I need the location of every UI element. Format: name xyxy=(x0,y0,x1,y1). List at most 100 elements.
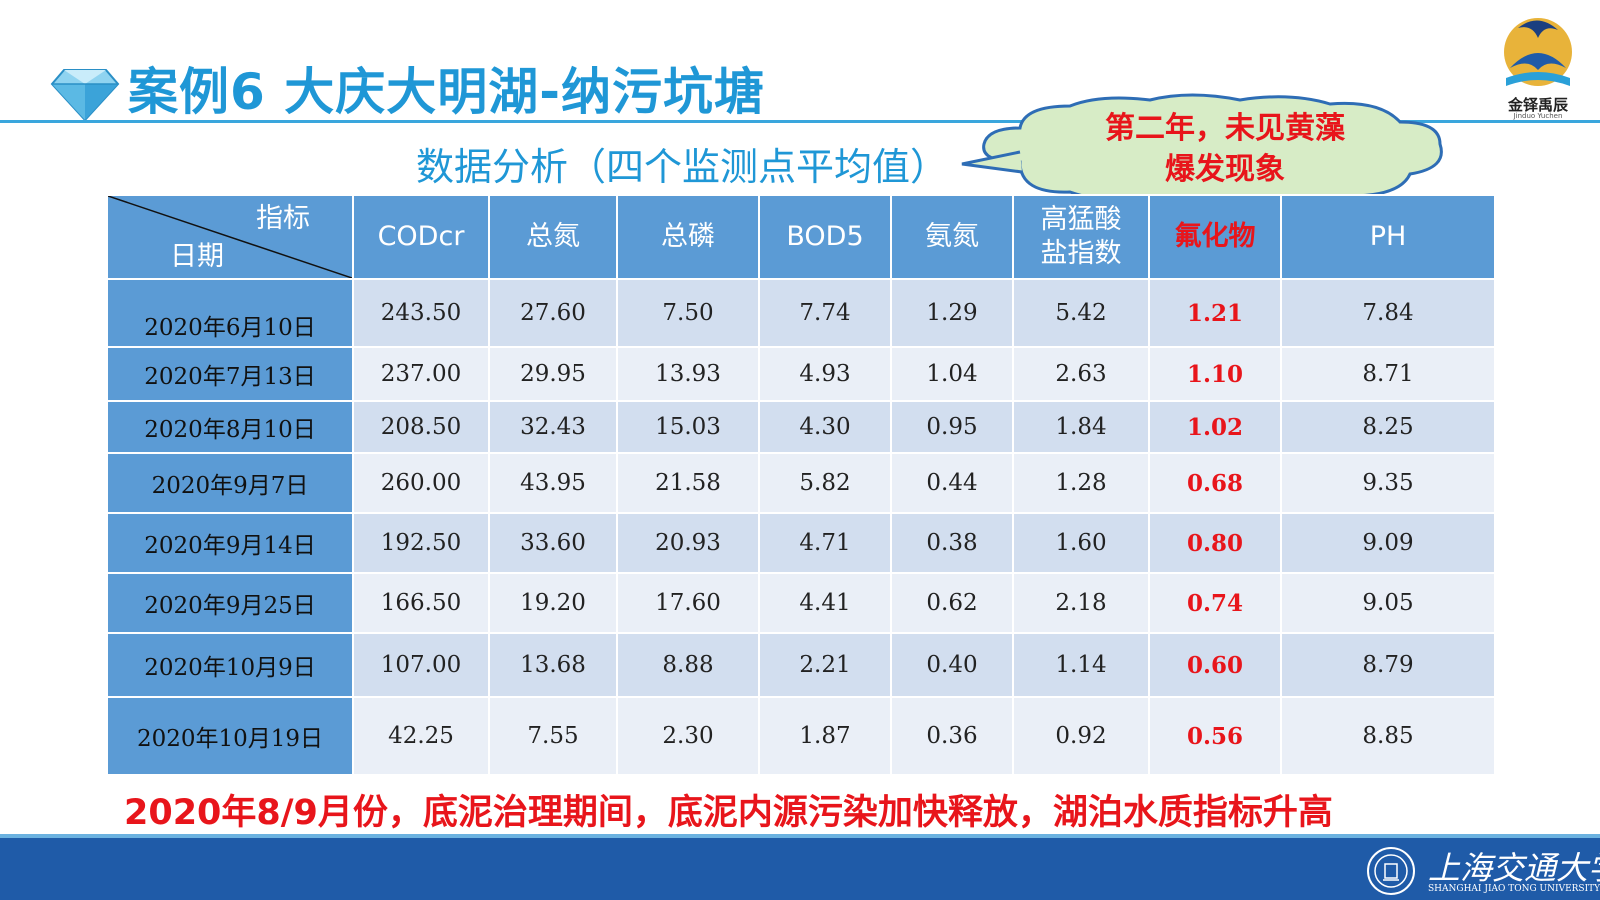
value-cell: 15.03 xyxy=(616,400,760,454)
value-cell: 1.04 xyxy=(890,346,1014,402)
value-cell: 0.36 xyxy=(890,696,1014,776)
value-cell: 0.62 xyxy=(890,572,1014,634)
row-date-cell: 2020年10月9日 xyxy=(106,632,354,698)
value-cell: 0.74 xyxy=(1148,572,1282,634)
company-logo-subtext: Jinduo Yuchen xyxy=(1513,112,1563,120)
value-cell: 8.25 xyxy=(1280,400,1496,454)
col-header-total-phosphorus: 总磷 xyxy=(616,194,760,280)
value-cell: 17.60 xyxy=(616,572,760,634)
value-cell: 0.38 xyxy=(890,512,1014,574)
value-cell: 19.20 xyxy=(488,572,618,634)
table-body: 2020年6月10日 243.50 27.60 7.50 7.74 1.29 5.42 1.2… xyxy=(106,278,1496,776)
value-cell: 0.56 xyxy=(1148,696,1282,776)
value-cell: 4.71 xyxy=(758,512,892,574)
callout-cloud-shape xyxy=(961,93,1443,205)
table-row: 2020年10月9日 107.00 13.68 8.88 2.21 0.40 1.14 0.6… xyxy=(106,632,1496,698)
table-row: 2020年9月14日 192.50 33.60 20.93 4.71 0.38 1.60 0.… xyxy=(106,512,1496,574)
row-date-cell: 2020年9月25日 xyxy=(106,572,354,634)
value-cell: 8.79 xyxy=(1280,632,1496,698)
value-cell: 5.42 xyxy=(1012,278,1150,348)
value-cell: 2.30 xyxy=(616,696,760,776)
col-header-label-line2: 盐指数 xyxy=(1040,238,1122,269)
value-cell: 8.85 xyxy=(1280,696,1496,776)
value-cell: 0.44 xyxy=(890,452,1014,514)
table-header-row: 指标 日期 CODcr 总氮 总磷 BOD5 氨氮 高猛酸 盐指数 氟化物 PH xyxy=(106,194,1496,280)
value-cell: 192.50 xyxy=(352,512,490,574)
table-row: 2020年10月19日 42.25 7.55 2.30 1.87 0.36 0.92 0.56… xyxy=(106,696,1496,776)
value-cell: 1.87 xyxy=(758,696,892,776)
table-subtitle: 数据分析（四个监测点平均值） xyxy=(416,145,949,189)
value-cell: 2.63 xyxy=(1012,346,1150,402)
value-cell: 7.55 xyxy=(488,696,618,776)
table-row: 2020年9月25日 166.50 19.20 17.60 4.41 0.62 2.18 0.… xyxy=(106,572,1496,634)
table-row: 2020年6月10日 243.50 27.60 7.50 7.74 1.29 5.42 1.2… xyxy=(106,278,1496,348)
col-header-label: 总磷 xyxy=(661,221,715,252)
col-header-label: 氟化物 xyxy=(1174,221,1256,252)
value-cell: 21.58 xyxy=(616,452,760,514)
callout-line-2: 爆发现象 xyxy=(1165,152,1285,187)
callout-line-1: 第二年，未见黄藻 xyxy=(1105,111,1345,146)
value-cell: 13.93 xyxy=(616,346,760,402)
value-cell: 1.60 xyxy=(1012,512,1150,574)
callout-text: 第二年，未见黄藻 爆发现象 xyxy=(1040,108,1410,190)
value-cell: 0.68 xyxy=(1148,452,1282,514)
value-cell: 0.40 xyxy=(890,632,1014,698)
col-header-label: BOD5 xyxy=(786,221,864,252)
value-cell: 1.21 xyxy=(1148,278,1282,348)
diamond-icon xyxy=(50,69,120,122)
table-corner-cell: 指标 日期 xyxy=(106,194,354,280)
value-cell: 5.82 xyxy=(758,452,892,514)
col-header-codcr: CODcr xyxy=(352,194,490,280)
row-date-cell: 2020年8月10日 xyxy=(106,400,354,454)
value-cell: 7.84 xyxy=(1280,278,1496,348)
value-cell: 208.50 xyxy=(352,400,490,454)
value-cell: 32.43 xyxy=(488,400,618,454)
col-header-label: PH xyxy=(1369,221,1407,252)
col-header-permanganate-index: 高猛酸 盐指数 xyxy=(1012,194,1150,280)
value-cell: 1.10 xyxy=(1148,346,1282,402)
value-cell: 9.09 xyxy=(1280,512,1496,574)
value-cell: 166.50 xyxy=(352,572,490,634)
value-cell: 0.92 xyxy=(1012,696,1150,776)
row-date-cell: 2020年9月14日 xyxy=(106,512,354,574)
col-header-label: 氨氮 xyxy=(925,221,979,252)
value-cell: 1.02 xyxy=(1148,400,1282,454)
value-cell: 1.14 xyxy=(1012,632,1150,698)
value-cell: 4.93 xyxy=(758,346,892,402)
col-header-bod5: BOD5 xyxy=(758,194,892,280)
value-cell: 1.28 xyxy=(1012,452,1150,514)
value-cell: 2.21 xyxy=(758,632,892,698)
value-cell: 7.50 xyxy=(616,278,760,348)
col-header-label: CODcr xyxy=(377,221,465,252)
footer-bar xyxy=(0,838,1600,900)
value-cell: 42.25 xyxy=(352,696,490,776)
value-cell: 4.30 xyxy=(758,400,892,454)
value-cell: 243.50 xyxy=(352,278,490,348)
row-date-cell: 2020年7月13日 xyxy=(106,346,354,402)
value-cell: 0.60 xyxy=(1148,632,1282,698)
value-cell: 260.00 xyxy=(352,452,490,514)
value-cell: 0.80 xyxy=(1148,512,1282,574)
conclusion-note: 2020年8/9月份，底泥治理期间，底泥内源污染加快释放，湖泊水质指标升高 xyxy=(124,793,1333,833)
page-title: 案例6 大庆大明湖-纳污坑塘 xyxy=(128,63,765,121)
corner-date-label: 日期 xyxy=(170,241,224,272)
col-header-total-nitrogen: 总氮 xyxy=(488,194,618,280)
col-header-ph: PH xyxy=(1280,194,1496,280)
col-header-fluoride: 氟化物 xyxy=(1148,194,1282,280)
value-cell: 8.71 xyxy=(1280,346,1496,402)
value-cell: 8.88 xyxy=(616,632,760,698)
table-row: 2020年9月7日 260.00 43.95 21.58 5.82 0.44 1.28 0.6… xyxy=(106,452,1496,514)
table-row: 2020年7月13日 237.00 29.95 13.93 4.93 1.04 2.63 1.… xyxy=(106,346,1496,402)
value-cell: 237.00 xyxy=(352,346,490,402)
value-cell: 27.60 xyxy=(488,278,618,348)
value-cell: 107.00 xyxy=(352,632,490,698)
title-divider xyxy=(0,120,1600,123)
value-cell: 9.35 xyxy=(1280,452,1496,514)
value-cell: 7.74 xyxy=(758,278,892,348)
corner-indicator-label: 指标 xyxy=(256,203,310,234)
value-cell: 9.05 xyxy=(1280,572,1496,634)
col-header-label-line1: 高猛酸 xyxy=(1040,204,1122,235)
value-cell: 1.84 xyxy=(1012,400,1150,454)
col-header-ammonia-nitrogen: 氨氮 xyxy=(890,194,1014,280)
university-name-en: SHANGHAI JIAO TONG UNIVERSITY xyxy=(1428,884,1600,894)
